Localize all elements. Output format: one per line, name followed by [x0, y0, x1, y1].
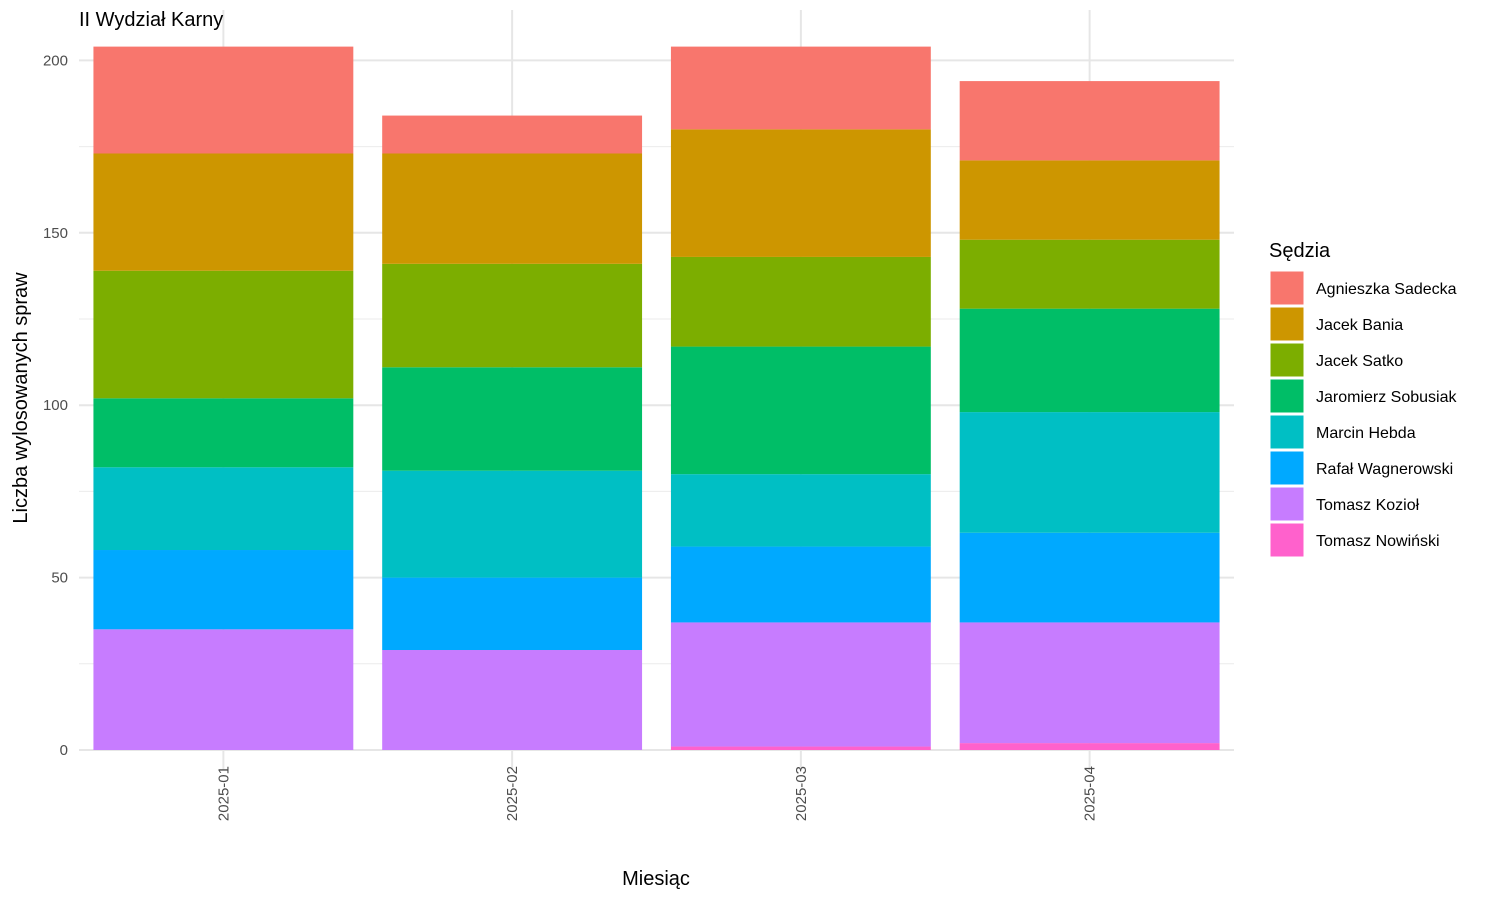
- y-tick-label: 50: [51, 570, 68, 587]
- bar-segment: [959, 622, 1220, 744]
- bar-segment: [959, 239, 1220, 309]
- bar-segment: [382, 153, 643, 264]
- bar-segment: [93, 629, 354, 750]
- bar-segment: [93, 398, 354, 468]
- x-axis-ticks: 2025-01 2025-02 2025-03 2025-04: [215, 766, 1098, 821]
- bar-segment: [382, 263, 643, 368]
- legend-title: Sędzia: [1269, 240, 1331, 262]
- bar-segment: [670, 622, 931, 747]
- bar-segment: [93, 467, 354, 551]
- legend-label: Jacek Satko: [1316, 353, 1403, 370]
- y-axis-title: Liczba wylosowanych spraw: [10, 272, 32, 524]
- bar-segment: [959, 160, 1220, 240]
- legend: Sędzia Agnieszka Sadecka Jacek Bania Jacek…: [1269, 240, 1458, 558]
- y-tick-label: 150: [43, 225, 68, 242]
- bar-segment: [382, 650, 643, 750]
- legend-swatch: [1269, 414, 1305, 450]
- y-tick-label: 0: [60, 742, 68, 759]
- legend-swatch: [1269, 270, 1305, 306]
- bar-segment: [93, 153, 354, 271]
- bar-segment: [382, 115, 643, 154]
- legend-label: Marcin Hebda: [1316, 425, 1416, 442]
- x-axis-title: Miesiąc: [622, 868, 690, 890]
- bar-segment: [93, 46, 354, 154]
- legend-swatch: [1269, 450, 1305, 486]
- legend-label: Agnieszka Sadecka: [1316, 281, 1457, 298]
- bar-segment: [93, 550, 354, 630]
- x-tick-label: 2025-01: [215, 766, 232, 821]
- legend-label: Rafał Wagnerowski: [1316, 461, 1453, 478]
- legend-label: Tomasz Nowiński: [1316, 533, 1440, 550]
- bar-segment: [670, 474, 931, 547]
- x-tick-label: 2025-02: [504, 766, 521, 821]
- legend-swatch: [1269, 522, 1305, 558]
- bar-segment: [670, 746, 931, 750]
- legend-label: Tomasz Kozioł: [1316, 497, 1420, 514]
- bar-segment: [959, 308, 1220, 413]
- bar-segment: [93, 270, 354, 399]
- bar-segment: [670, 346, 931, 475]
- bar-segment: [382, 367, 643, 471]
- bar-segment: [382, 470, 643, 578]
- y-tick-label: 100: [43, 397, 68, 414]
- bar-segment: [670, 546, 931, 623]
- legend-swatch: [1269, 306, 1305, 342]
- legend-label: Jaromierz Sobusiak: [1316, 389, 1458, 406]
- bar-segment: [959, 81, 1220, 161]
- x-tick-label: 2025-03: [793, 766, 810, 821]
- bar-segment: [670, 129, 931, 257]
- bar-segment: [959, 532, 1220, 623]
- bar-segment: [382, 577, 643, 651]
- legend-swatch: [1269, 378, 1305, 414]
- y-axis-ticks: 0 50 100 150 200: [43, 52, 68, 759]
- legend-swatch: [1269, 342, 1305, 378]
- y-tick-label: 200: [43, 52, 68, 69]
- bar-segment: [959, 743, 1220, 750]
- bar-segment: [670, 46, 931, 130]
- legend-swatch: [1269, 486, 1305, 522]
- x-tick-label: 2025-04: [1082, 766, 1099, 821]
- bar-segment: [670, 256, 931, 347]
- bar-segment: [959, 412, 1220, 533]
- legend-label: Jacek Bania: [1316, 317, 1403, 334]
- bars: [93, 46, 1220, 750]
- chart-title: II Wydział Karny: [79, 9, 223, 31]
